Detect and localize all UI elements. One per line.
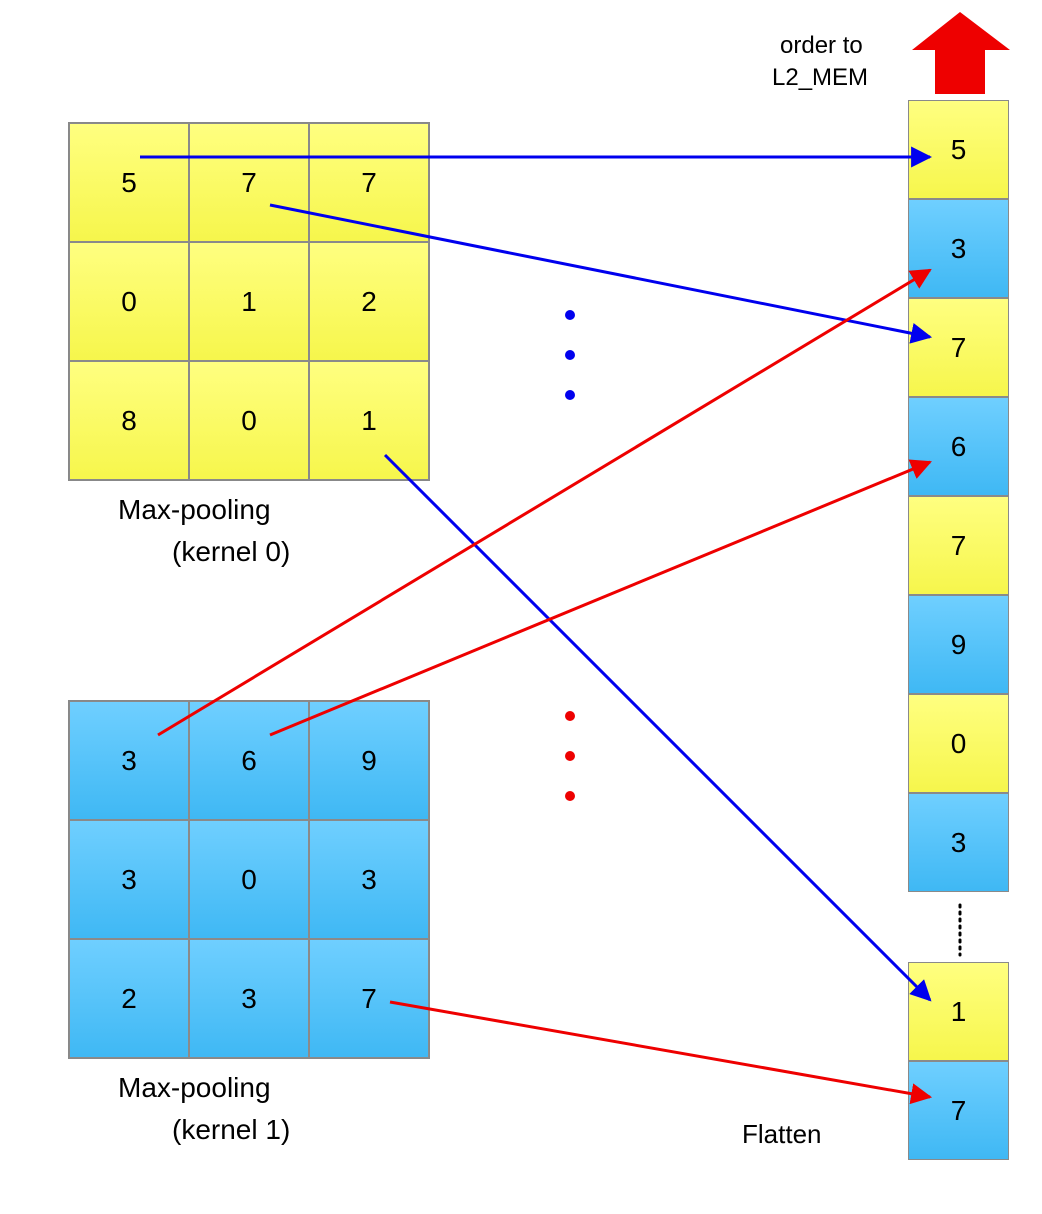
- ellipsis-dot: [565, 711, 575, 721]
- kernel0-grid: 5 7 7 0 1 2 8 0 1: [68, 122, 430, 481]
- kernel1-label-line1: Max-pooling: [118, 1072, 271, 1103]
- ellipsis-dot: [565, 791, 575, 801]
- kernel0-cell: 1: [309, 361, 429, 480]
- kernel0-cell: 2: [309, 242, 429, 361]
- kernel0-cell: 1: [189, 242, 309, 361]
- kernel0-cell: 8: [69, 361, 189, 480]
- kernel1-cell: 6: [189, 701, 309, 820]
- flatten-cell: 3: [908, 793, 1009, 892]
- flatten-cell: 7: [908, 496, 1009, 595]
- kernel1-cell: 3: [309, 820, 429, 939]
- kernel1-cell: 0: [189, 820, 309, 939]
- ellipsis-dot: [565, 390, 575, 400]
- kernel1-cell: 3: [69, 820, 189, 939]
- flatten-label: Flatten: [742, 1119, 822, 1149]
- flatten-cell: 0: [908, 694, 1009, 793]
- ellipsis-dot: [565, 310, 575, 320]
- kernel0-cell: 0: [189, 361, 309, 480]
- up-arrow-icon: [912, 12, 1010, 94]
- kernel0-cell: 7: [309, 123, 429, 242]
- kernel0-label-line1: Max-pooling: [118, 494, 271, 525]
- red-arrow: [157, 268, 932, 737]
- blue-arrow: [269, 203, 933, 344]
- red-arrow: [389, 1000, 933, 1105]
- kernel1-cell: 7: [309, 939, 429, 1058]
- kernel1-cell: 3: [189, 939, 309, 1058]
- flatten-cell: 7: [908, 1061, 1009, 1160]
- kernel0-cell: 7: [189, 123, 309, 242]
- kernel0-cell: 5: [69, 123, 189, 242]
- flatten-cell: 7: [908, 298, 1009, 397]
- order-label-line1: order to: [780, 32, 863, 59]
- blue-arrow: [383, 453, 932, 1002]
- ellipsis-dot: [565, 751, 575, 761]
- kernel1-grid: 3 6 9 3 0 3 2 3 7: [68, 700, 430, 1059]
- kernel1-cell: 9: [309, 701, 429, 820]
- ellipsis-dot: [565, 350, 575, 360]
- kernel1-cell: 2: [69, 939, 189, 1058]
- flatten-cell: 9: [908, 595, 1009, 694]
- kernel1-label-line2: (kernel 1): [172, 1114, 291, 1145]
- flatten-cell: 6: [908, 397, 1009, 496]
- kernel1-cell: 3: [69, 701, 189, 820]
- flatten-cell: 1: [908, 962, 1009, 1061]
- kernel0-label-line2: (kernel 0): [172, 536, 291, 567]
- order-label-line2: L2_MEM: [772, 64, 869, 91]
- red-arrow: [269, 459, 932, 737]
- kernel0-cell: 0: [69, 242, 189, 361]
- flatten-column-bottom: 1 7: [908, 962, 1009, 1160]
